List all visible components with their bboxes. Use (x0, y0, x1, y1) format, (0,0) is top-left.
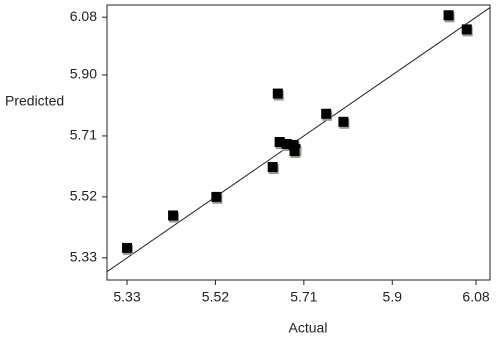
x-axis-label: Actual (289, 320, 328, 336)
marker (338, 116, 349, 127)
marker (272, 88, 283, 99)
reference-line (106, 7, 491, 273)
marker (211, 191, 222, 202)
y-axis-label: Predicted (5, 93, 64, 109)
marker (267, 162, 278, 173)
y-tick-label: 5.52 (70, 188, 97, 204)
x-tick-label: 5.71 (290, 289, 317, 305)
marker (443, 10, 454, 21)
x-tick-label: 5.9 (383, 289, 403, 305)
y-tick-label: 5.33 (70, 249, 97, 265)
marker (122, 242, 133, 253)
x-tick-label: 6.08 (462, 289, 489, 305)
marker (321, 108, 332, 119)
marker (281, 138, 292, 149)
x-tick-label: 5.33 (113, 289, 140, 305)
marker (289, 146, 300, 157)
y-tick-label: 5.71 (70, 127, 97, 143)
plot-frame (106, 4, 491, 281)
marker (274, 137, 285, 148)
y-tick-label: 5.90 (70, 66, 97, 82)
x-tick-label: 5.52 (202, 289, 229, 305)
marker (168, 210, 179, 221)
marker (461, 24, 472, 35)
y-tick-label: 6.08 (70, 8, 97, 24)
